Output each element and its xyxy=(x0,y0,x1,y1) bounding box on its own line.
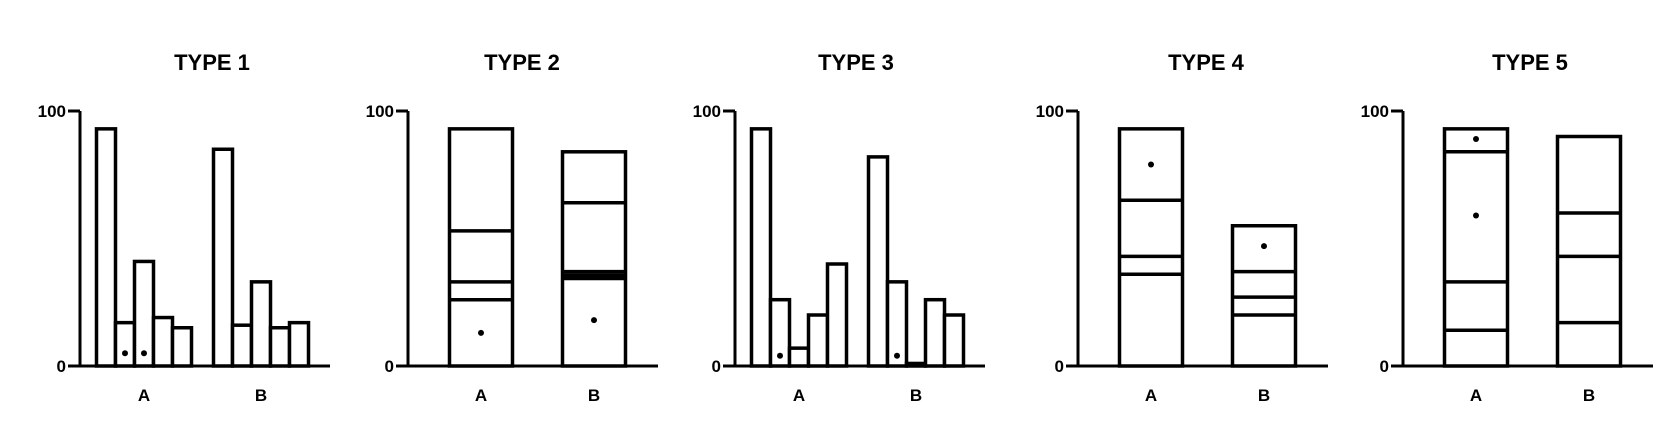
bar xyxy=(806,313,830,368)
dot-marker xyxy=(1148,161,1154,168)
bar xyxy=(94,127,118,368)
chart-panel: TYPE 4 0 100 A B xyxy=(1036,50,1328,405)
bar-group: B xyxy=(866,155,966,405)
bar-group: A xyxy=(447,127,515,405)
bar-group: B xyxy=(1555,134,1623,405)
x-tick-label: B xyxy=(255,386,267,405)
bar xyxy=(942,313,966,368)
bar xyxy=(287,320,311,368)
y-tick-label: 100 xyxy=(1036,102,1064,121)
x-tick-label: A xyxy=(1470,386,1482,405)
bar xyxy=(132,259,156,368)
bar xyxy=(230,323,254,368)
chart-title: TYPE 3 xyxy=(818,50,894,75)
bar-group: A xyxy=(1117,127,1185,405)
x-tick-label: B xyxy=(1258,386,1270,405)
y-tick-label: 100 xyxy=(38,102,66,121)
stacked-bar xyxy=(447,127,515,368)
bar xyxy=(825,262,849,368)
x-tick-label: A xyxy=(475,386,487,405)
dot-marker xyxy=(1473,212,1479,219)
x-tick-label: A xyxy=(793,386,805,405)
bar-group: B xyxy=(1230,224,1298,405)
y-tick-label: 100 xyxy=(1361,102,1389,121)
chart-panel: TYPE 1 0 100 A B xyxy=(38,50,330,405)
bar-group: B xyxy=(560,150,628,405)
x-tick-label: A xyxy=(1145,386,1157,405)
x-tick-label: A xyxy=(138,386,150,405)
bar-group: A xyxy=(1442,127,1510,405)
dot-marker xyxy=(478,329,484,336)
dot-marker xyxy=(591,317,597,324)
bar xyxy=(151,315,175,368)
bar xyxy=(885,280,909,368)
y-tick-label: 0 xyxy=(1055,357,1064,376)
x-tick-label: B xyxy=(588,386,600,405)
bar xyxy=(787,346,811,368)
dot-marker xyxy=(777,352,783,359)
y-tick-label: 100 xyxy=(693,102,721,121)
dot-marker xyxy=(1261,243,1267,250)
bar xyxy=(768,297,792,368)
y-tick-label: 0 xyxy=(57,357,66,376)
y-tick-label: 0 xyxy=(1380,357,1389,376)
stacked-bar xyxy=(1555,134,1623,368)
bar xyxy=(923,297,947,368)
bar xyxy=(268,326,292,368)
y-tick-label: 100 xyxy=(366,102,394,121)
bar xyxy=(904,361,928,368)
bar-group: A xyxy=(94,127,194,405)
chart-title: TYPE 2 xyxy=(484,50,560,75)
dot-marker xyxy=(894,352,900,359)
bar xyxy=(749,127,773,368)
y-tick-label: 0 xyxy=(712,357,721,376)
x-tick-label: B xyxy=(1583,386,1595,405)
stacked-bar xyxy=(1117,127,1185,368)
y-tick-label: 0 xyxy=(385,357,394,376)
dot-marker xyxy=(1473,136,1479,143)
chart-title: TYPE 5 xyxy=(1492,50,1568,75)
stacked-bar xyxy=(560,150,628,368)
bar xyxy=(249,280,273,368)
chart-panel: TYPE 5 0 100 A B xyxy=(1361,50,1653,405)
chart-panel: TYPE 2 0 100 A B xyxy=(366,50,658,405)
dot-marker xyxy=(122,350,128,357)
bar-group: B xyxy=(211,147,311,405)
bar xyxy=(170,326,194,368)
bar xyxy=(113,320,137,368)
bar xyxy=(211,147,235,368)
x-tick-label: B xyxy=(910,386,922,405)
chart-panel: TYPE 3 0 100 A B xyxy=(693,50,985,405)
stacked-bar xyxy=(1442,127,1510,368)
bar xyxy=(866,155,890,368)
chart-title: TYPE 4 xyxy=(1168,50,1245,75)
dot-marker xyxy=(141,350,147,357)
bar-group: A xyxy=(749,127,849,405)
chart-title: TYPE 1 xyxy=(174,50,250,75)
